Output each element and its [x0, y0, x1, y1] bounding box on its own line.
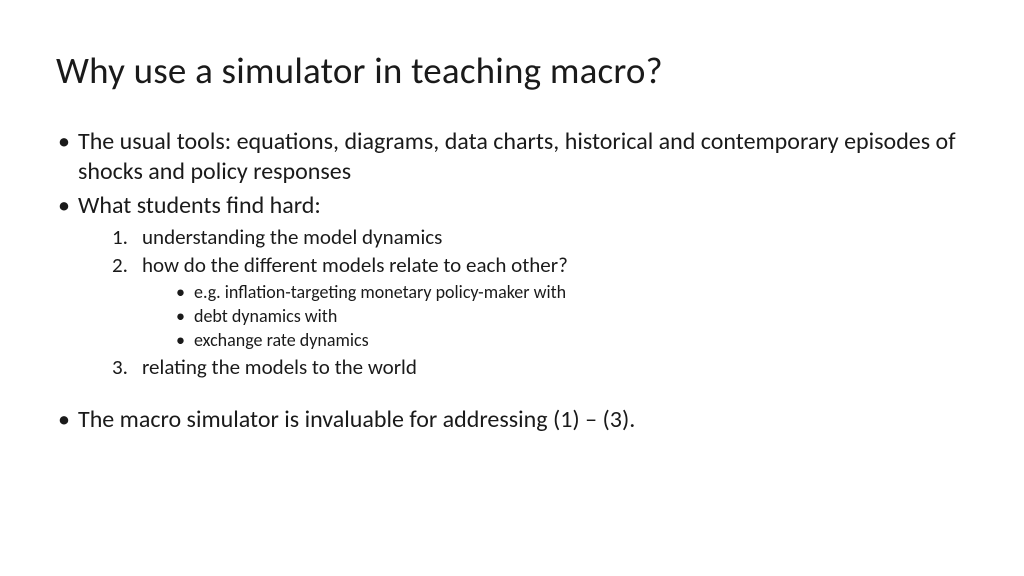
- sub-list: e.g. inflation-targeting monetary policy…: [142, 280, 968, 353]
- slide: Why use a simulator in teaching macro? T…: [0, 0, 1024, 576]
- numbered-list: understanding the model dynamics how do …: [78, 223, 968, 381]
- sub-item: exchange rate dynamics: [176, 328, 968, 352]
- spacer: [56, 385, 968, 405]
- numbered-item: how do the different models relate to ea…: [112, 251, 968, 352]
- slide-title: Why use a simulator in teaching macro?: [56, 48, 968, 93]
- bullet-item: The usual tools: equations, diagrams, da…: [56, 127, 968, 187]
- numbered-text: how do the different models relate to ea…: [142, 252, 568, 278]
- bullet-list: The usual tools: equations, diagrams, da…: [56, 127, 968, 381]
- sub-item: debt dynamics with: [176, 304, 968, 328]
- numbered-item: understanding the model dynamics: [112, 223, 968, 251]
- numbered-item: relating the models to the world: [112, 353, 968, 381]
- bullet-text: What students find hard:: [78, 191, 321, 220]
- bullet-list: The macro simulator is invaluable for ad…: [56, 405, 968, 435]
- bullet-item: The macro simulator is invaluable for ad…: [56, 405, 968, 435]
- bullet-item: What students find hard: understanding t…: [56, 191, 968, 381]
- sub-item: e.g. inflation-targeting monetary policy…: [176, 280, 968, 304]
